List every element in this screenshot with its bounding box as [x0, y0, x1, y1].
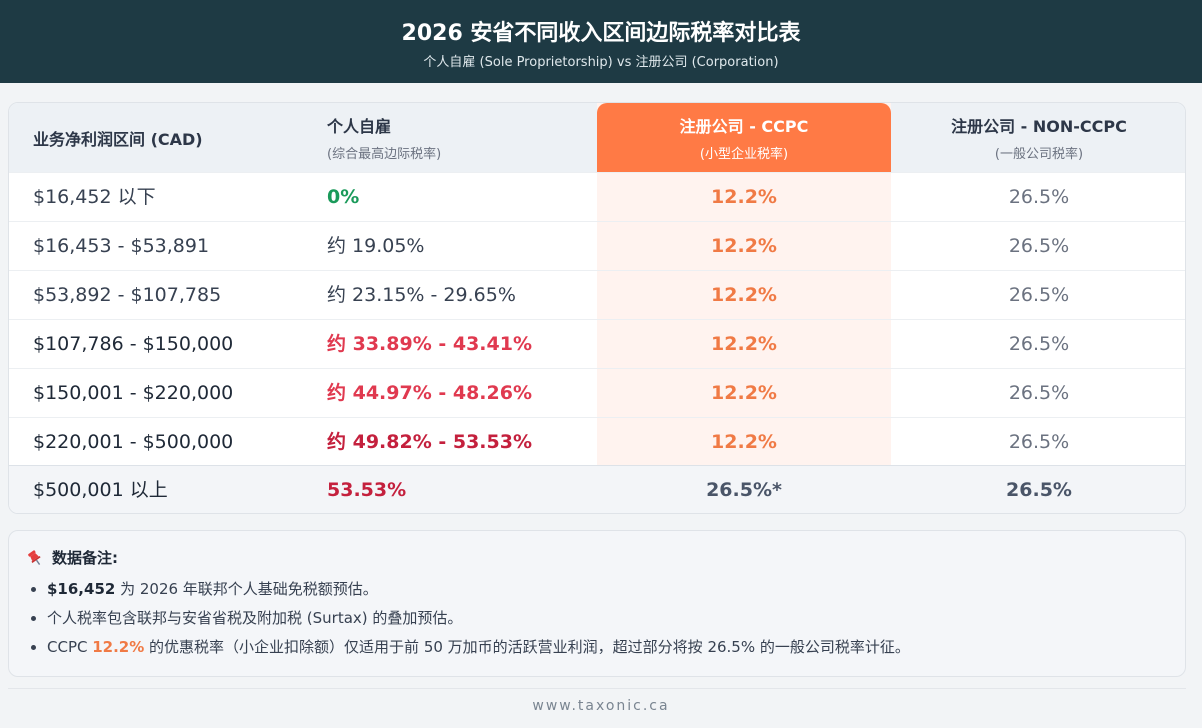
nonccpc-rate-cell: 26.5%: [1008, 235, 1070, 257]
footer-divider: [8, 688, 1186, 689]
nonccpc-rate-cell: 26.5%: [1008, 333, 1070, 355]
ccpc-rate-cell: 12.2%: [711, 333, 777, 355]
ccpc-header-highlight: [597, 103, 891, 172]
ccpc-rate-cell: 12.2%: [711, 186, 777, 208]
table-row: $150,001 - $220,000 约 44.97% - 48.26% 12…: [9, 368, 1185, 417]
column-header-ccpc: 注册公司 - CCPC (小型企业税率): [679, 117, 809, 162]
page-title: 2026 安省不同收入区间边际税率对比表: [401, 21, 801, 46]
note-item: CCPC 12.2% 的优惠税率（小企业扣除额）仅适用于前 50 万加币的活跃营…: [27, 637, 910, 666]
personal-rate-cell: 约 44.97% - 48.26%: [327, 382, 533, 404]
ccpc-rate-cell: 12.2%: [711, 235, 777, 257]
range-cell: $16,452 以下: [33, 186, 156, 208]
comparison-table: 业务净利润区间 (CAD) 个人自雇 (综合最高边际税率) 注册公司 - CCP…: [8, 102, 1186, 514]
range-cell: $500,001 以上: [33, 479, 168, 501]
table-row: $220,001 - $500,000 约 49.82% - 53.53% 12…: [9, 417, 1185, 466]
nonccpc-rate-cell: 26.5%: [1008, 284, 1070, 306]
nonccpc-rate-cell: 26.5%: [1006, 479, 1072, 501]
personal-rate-cell: 约 33.89% - 43.41%: [327, 333, 533, 355]
ccpc-rate-cell: 26.5%*: [706, 479, 782, 501]
ccpc-rate-cell: 12.2%: [711, 382, 777, 404]
personal-rate-cell: 53.53%: [327, 479, 407, 501]
range-cell: $53,892 - $107,785: [33, 284, 222, 306]
personal-rate-cell: 约 49.82% - 53.53%: [327, 431, 533, 453]
nonccpc-rate-cell: 26.5%: [1008, 382, 1070, 404]
personal-rate-cell: 约 19.05%: [327, 235, 425, 257]
personal-rate-cell: 约 23.15% - 29.65%: [327, 284, 516, 306]
data-notes: 数据备注: $16,452 为 2026 年联邦个人基础免税额预估。 个人税率包…: [8, 530, 1186, 677]
column-header-nonccpc: 注册公司 - NON-CCPC (一般公司税率): [951, 117, 1127, 162]
footer-website: www.taxonic.ca: [532, 698, 670, 714]
column-header-personal: 个人自雇 (综合最高边际税率): [327, 117, 442, 162]
notes-title-text: 数据备注:: [52, 549, 118, 567]
ccpc-rate-cell: 12.2%: [711, 284, 777, 306]
column-header-range: 业务净利润区间 (CAD): [33, 129, 203, 149]
page-subtitle: 个人自雇 (Sole Proprietorship) vs 注册公司 (Corp…: [423, 55, 779, 70]
nonccpc-rate-cell: 26.5%: [1008, 431, 1070, 453]
range-cell: $150,001 - $220,000: [33, 382, 234, 404]
table-row: $53,892 - $107,785 约 23.15% - 29.65% 12.…: [9, 270, 1185, 319]
note-item: $16,452 为 2026 年联邦个人基础免税额预估。: [27, 579, 910, 608]
table-row: $16,452 以下 0% 12.2% 26.5%: [9, 172, 1185, 221]
table-row: $16,453 - $53,891 约 19.05% 12.2% 26.5%: [9, 221, 1185, 270]
range-cell: $220,001 - $500,000: [33, 431, 234, 453]
ccpc-rate-cell: 12.2%: [711, 431, 777, 453]
range-cell: $16,453 - $53,891: [33, 235, 210, 257]
table-row: $107,786 - $150,000 约 33.89% - 43.41% 12…: [9, 319, 1185, 368]
notes-list: $16,452 为 2026 年联邦个人基础免税额预估。 个人税率包含联邦与安省…: [27, 579, 910, 666]
personal-rate-cell: 0%: [327, 186, 360, 208]
table-row: $500,001 以上 53.53% 26.5%* 26.5%: [9, 465, 1185, 513]
page-header: 2026 安省不同收入区间边际税率对比表 个人自雇 (Sole Propriet…: [0, 0, 1202, 83]
range-cell: $107,786 - $150,000: [33, 333, 234, 355]
pushpin-icon: [26, 549, 44, 567]
nonccpc-rate-cell: 26.5%: [1008, 186, 1070, 208]
note-item: 个人税率包含联邦与安省省税及附加税 (Surtax) 的叠加预估。: [27, 608, 910, 637]
notes-title: 数据备注:: [26, 547, 118, 568]
